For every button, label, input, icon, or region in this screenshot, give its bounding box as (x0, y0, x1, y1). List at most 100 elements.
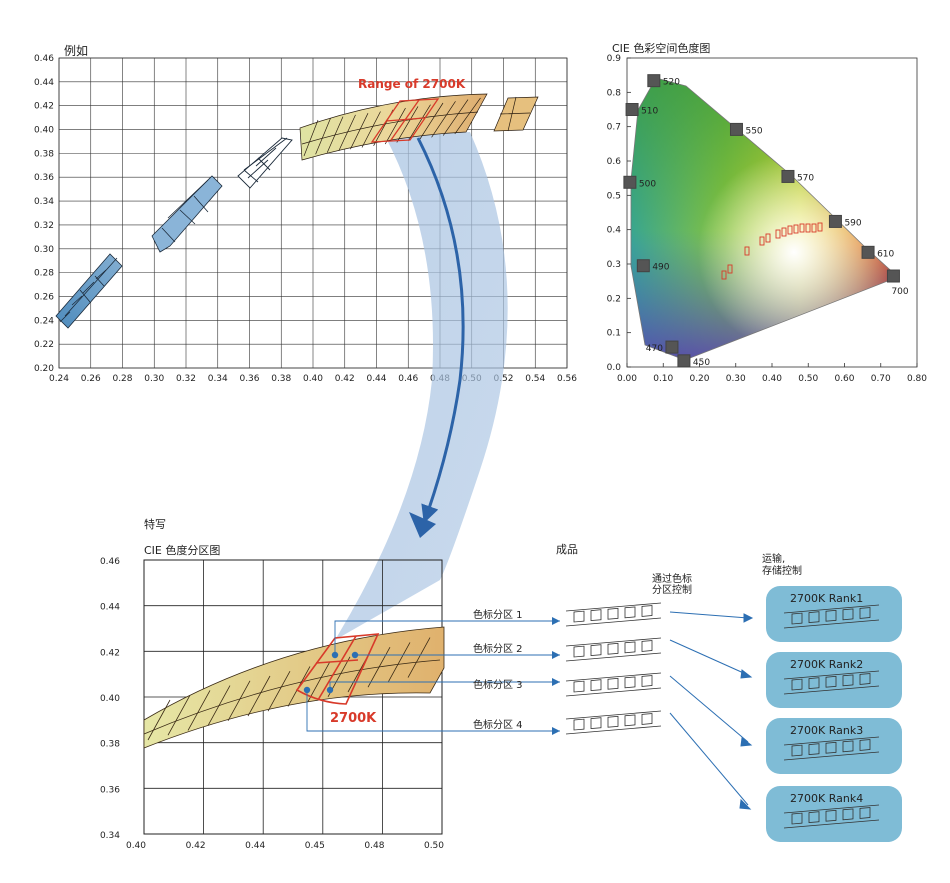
top-left-y-ticks: 0.46 0.44 0.42 0.40 0.38 0.36 0.34 0.32 0.30 0.28… (34, 54, 54, 374)
zoom-arrow (416, 137, 465, 524)
tl-x-tick: 0.36 (239, 374, 259, 384)
cie-y-tick: 0.4 (607, 226, 622, 236)
cie-x-tick: 0.30 (726, 374, 746, 384)
cie-x-tick: 0.00 (617, 374, 637, 384)
tl-x-tick: 0.32 (176, 374, 196, 384)
tl-y-tick: 0.22 (34, 340, 54, 350)
cie-wavelength-marker (861, 245, 875, 259)
tl-x-tick: 0.56 (557, 374, 577, 384)
product-heading: 成品 (556, 543, 578, 556)
cie-x-tick: 0.50 (798, 374, 818, 384)
cie-x-tick: 0.10 (653, 374, 673, 384)
cie-wavelength-marker (677, 354, 691, 368)
cie-wavelength-label: 450 (693, 358, 710, 368)
cie-y-ticks: 0.9 0.8 0.7 0.6 0.5 0.4 0.3 0.2 0.1 0.0 (607, 54, 631, 373)
tl-y-tick: 0.24 (34, 316, 54, 326)
rank-title-4: 2700K Rank4 (790, 792, 864, 805)
cie-x-tick: 0.40 (762, 374, 782, 384)
tl-x-tick: 0.42 (335, 374, 355, 384)
zone-label-1: 色标分区 1 (473, 610, 523, 621)
tl-y-tick: 0.40 (34, 126, 54, 136)
tl-y-tick: 0.30 (34, 245, 54, 255)
closeup-x-tick: 0.42 (186, 841, 206, 851)
blue-bin-2 (151, 175, 223, 253)
tl-y-tick: 0.20 (34, 364, 54, 374)
tl-y-tick: 0.26 (34, 292, 54, 302)
closeup-x-ticks: 0.40 0.42 0.44 0.45 0.48 0.50 (126, 841, 444, 851)
tl-y-tick: 0.38 (34, 149, 54, 159)
cie-y-tick: 0.7 (607, 123, 621, 133)
closeup-y-tick: 0.34 (100, 831, 120, 841)
zone-label-3: 色标分区 3 (473, 680, 523, 691)
closeup-y-tick: 0.38 (100, 740, 120, 750)
tl-y-tick: 0.46 (34, 54, 54, 64)
range-2700k-outline (370, 98, 440, 143)
cie-wavelength-label: 700 (891, 287, 908, 297)
rank-card-3: 2700K Rank3 (766, 718, 902, 774)
zoom-arrow-head (409, 512, 436, 538)
closeup-x-tick: 0.40 (126, 841, 146, 851)
range-2700k-label: Range of 2700K (358, 77, 466, 91)
closeup-y-tick: 0.46 (100, 557, 120, 567)
closeup-x-tick: 0.48 (364, 841, 384, 851)
tan-bin-main (299, 93, 488, 161)
cie-wavelength-label: 500 (639, 179, 656, 189)
cie-y-tick: 0.9 (607, 54, 622, 64)
chart-title-example: 例如 (64, 44, 89, 58)
tl-y-tick: 0.32 (34, 221, 54, 231)
tl-x-tick: 0.44 (366, 374, 386, 384)
rank-card-strips (783, 604, 880, 829)
tl-x-tick: 0.30 (144, 374, 164, 384)
closeup-grid (143, 559, 443, 835)
cie-x-tick: 0.70 (871, 374, 891, 384)
closeup-y-tick: 0.40 (100, 694, 120, 704)
zone-connectors (306, 620, 560, 732)
closeup-y-tick: 0.44 (100, 603, 120, 613)
tl-x-tick: 0.46 (398, 374, 418, 384)
rank-card-2: 2700K Rank2 (766, 652, 902, 708)
cie-wavelength-marker (729, 122, 743, 136)
closeup-y-tick: 0.42 (100, 648, 120, 658)
cie-y-tick: 0.2 (607, 294, 621, 304)
cie-wavelength-marker (647, 74, 661, 88)
zone-label-4: 色标分区 4 (473, 720, 523, 731)
cie-x-tick: 0.80 (907, 374, 927, 384)
control-label: 通过色标 分区控制 (652, 574, 692, 596)
cie-wavelength-label: 510 (641, 107, 658, 117)
tl-y-tick: 0.42 (34, 102, 54, 112)
cie-y-tick: 0.1 (607, 329, 621, 339)
tl-y-tick: 0.34 (34, 197, 54, 207)
cie-y-tick: 0.3 (607, 260, 621, 270)
blue-bin-1 (55, 253, 123, 329)
tl-x-tick: 0.24 (49, 374, 69, 384)
rank-card-4: 2700K Rank4 (766, 786, 902, 842)
cie-wavelength-marker (623, 175, 637, 189)
closeup-y-tick: 0.36 (100, 785, 120, 795)
closeup-y-ticks: 0.46 0.44 0.42 0.40 0.38 0.36 0.34 (100, 557, 120, 841)
cie-chart-title: CIE 色彩空间色度图 (612, 42, 711, 55)
closeup-title: CIE 色度分区图 (144, 544, 221, 557)
tl-x-tick: 0.28 (112, 374, 132, 384)
cie-wavelength-label: 590 (844, 218, 861, 228)
zoom-band (335, 132, 508, 640)
cie-bins-locus (721, 222, 823, 280)
closeup-bin (143, 626, 445, 749)
tl-x-tick: 0.40 (303, 374, 323, 384)
cie-wavelength-marker (781, 169, 795, 183)
cie-wavelength-label: 550 (745, 126, 762, 136)
cie-x-tick: 0.20 (689, 374, 709, 384)
rank-arrows (669, 611, 754, 810)
tan-bin-small (493, 96, 539, 132)
tl-x-tick: 0.34 (208, 374, 228, 384)
cie-x-ticks: 0.00 0.10 0.20 0.30 0.40 0.50 0.60 0.70 0.80 (617, 363, 927, 384)
closeup-x-tick: 0.50 (424, 841, 444, 851)
closeup-2700k-label: 2700K (330, 711, 377, 726)
led-strips (565, 602, 662, 735)
tl-y-tick: 0.28 (34, 269, 54, 279)
cie-wavelength-label: 570 (797, 173, 814, 183)
cie-y-tick: 0.0 (607, 363, 622, 373)
cie-wavelength-label: 490 (652, 263, 669, 273)
tl-x-tick: 0.26 (81, 374, 101, 384)
cie-wavelength-label: 520 (663, 78, 680, 88)
